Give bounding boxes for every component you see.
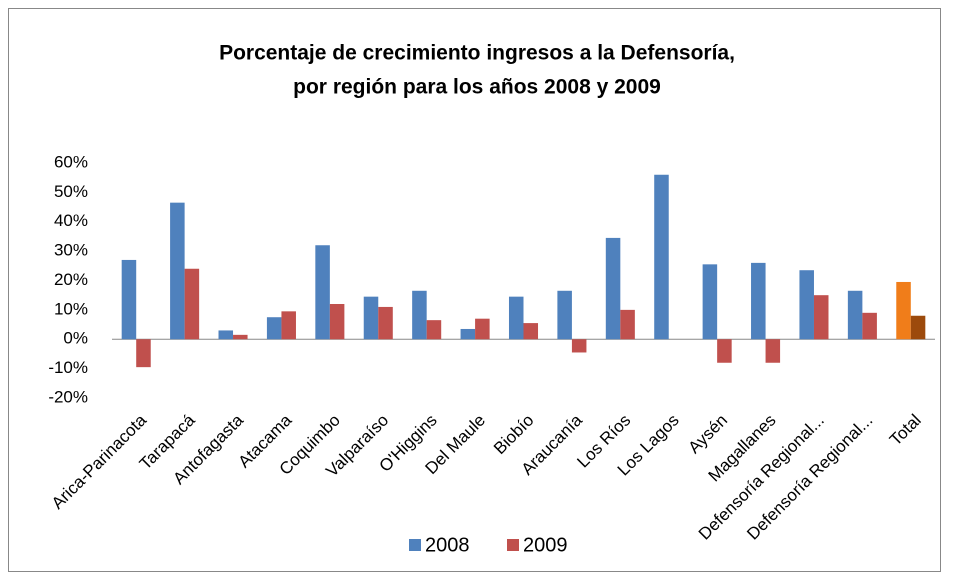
- bar: [170, 202, 185, 340]
- bar: [184, 268, 200, 340]
- bar: [121, 259, 137, 340]
- bar: [813, 295, 829, 340]
- y-tick-label: 30%: [54, 241, 88, 260]
- bar: [136, 339, 151, 368]
- legend-label: 2008: [425, 534, 470, 556]
- bar: [233, 334, 248, 340]
- bar: [329, 304, 345, 340]
- bar: [412, 290, 427, 340]
- bar: [266, 317, 282, 340]
- bar: [751, 262, 766, 340]
- bar: [475, 318, 490, 340]
- bar: [654, 174, 669, 340]
- bar: [460, 328, 476, 340]
- bar: [363, 296, 379, 340]
- y-tick-label: -20%: [48, 387, 88, 406]
- legend-swatch: [409, 539, 421, 551]
- bar: [620, 309, 635, 340]
- y-tick-label: 40%: [54, 211, 88, 230]
- bar: [571, 339, 587, 353]
- y-tick-label: 10%: [54, 299, 88, 318]
- bar: [896, 281, 911, 340]
- legend-label: 2009: [523, 534, 568, 556]
- bar: [605, 237, 621, 340]
- chart-border: [8, 8, 941, 572]
- y-tick-label: 20%: [54, 270, 88, 289]
- bar: [426, 320, 442, 340]
- bar: [765, 339, 781, 363]
- y-tick-label: 60%: [54, 152, 88, 171]
- bar: [862, 312, 877, 340]
- bar: [910, 315, 926, 340]
- bar: [315, 245, 330, 340]
- bar: [218, 330, 234, 340]
- bar: [281, 311, 296, 340]
- y-tick-label: 50%: [54, 182, 88, 201]
- y-tick-label: -10%: [48, 358, 88, 377]
- bar: [717, 339, 732, 363]
- bar: [702, 264, 718, 340]
- y-tick-label: 0%: [63, 329, 88, 348]
- chart-title: Porcentaje de crecimiento ingresos a la …: [219, 42, 735, 65]
- bar: [847, 290, 863, 340]
- bar: [378, 306, 393, 340]
- bar: [523, 323, 539, 340]
- bar: [508, 296, 524, 340]
- legend-swatch: [507, 539, 519, 551]
- chart-title: por región para los años 2008 y 2009: [293, 76, 661, 99]
- bar: [557, 290, 572, 340]
- bar: [799, 270, 814, 340]
